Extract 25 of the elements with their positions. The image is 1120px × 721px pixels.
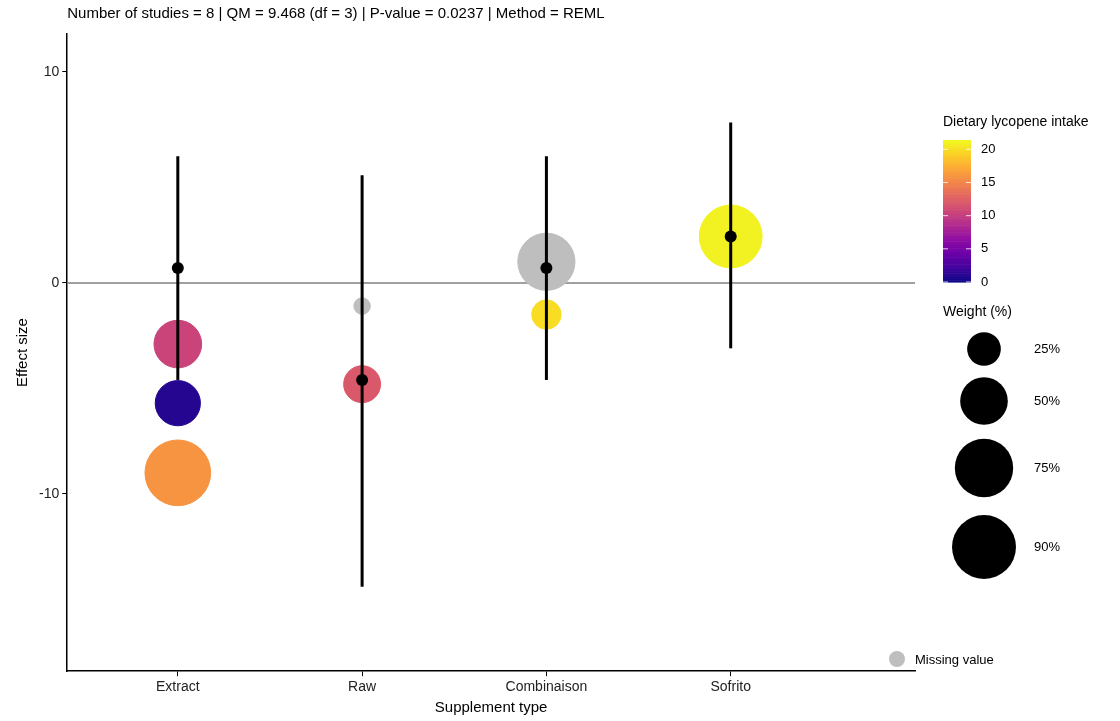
- color-bar-label: 5: [981, 240, 989, 256]
- y-tick-label: 0: [51, 273, 60, 290]
- x-tick-label: Raw: [348, 678, 377, 695]
- legend-label: 90%: [1034, 538, 1061, 554]
- point: [724, 230, 737, 243]
- color-bar-label: 15: [981, 174, 996, 190]
- x-tick-label: Extract: [156, 678, 200, 695]
- color-bar-label: 10: [981, 207, 996, 223]
- x-axis-title: Supplement type: [434, 698, 548, 716]
- point: [171, 262, 184, 275]
- chart-title: Number of studies = 8 | QM = 9.468 (df = 3) | P-value = 0.0237 | Method = REML: [67, 4, 605, 21]
- x-tick-label: Sofrito: [710, 678, 752, 695]
- legend-label: 25%: [1034, 340, 1061, 356]
- x-tick-label: Combinaison: [505, 678, 588, 695]
- legend-label: 50%: [1034, 392, 1061, 408]
- point: [540, 262, 553, 275]
- legend-title: Weight (%): [943, 303, 1012, 319]
- color-bar-label: 20: [981, 140, 996, 156]
- color-bar-label: 0: [981, 273, 989, 289]
- legend-label: 75%: [1034, 459, 1061, 475]
- y-tick-label: -10: [39, 484, 60, 501]
- y-tick-label: 10: [43, 62, 60, 79]
- annotation: Missing value: [915, 651, 994, 667]
- y-axis-title: Effect size: [13, 318, 31, 387]
- color-bar-title: Dietary lycopene intake: [943, 113, 1089, 129]
